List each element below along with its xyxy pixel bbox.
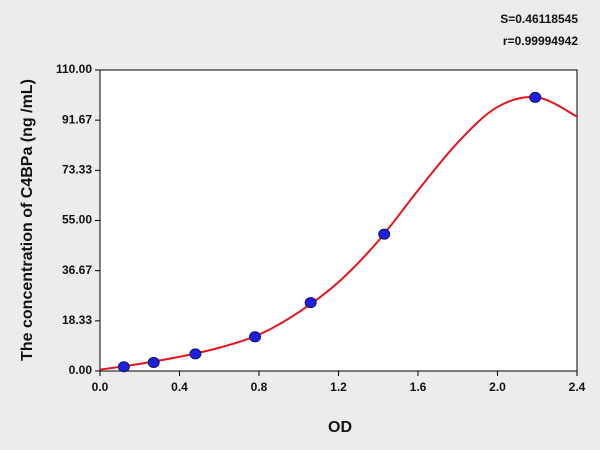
- y-tick-label: 91.67: [62, 112, 92, 126]
- y-tick-label: 73.33: [62, 163, 92, 177]
- x-tick-label: 2.0: [489, 380, 506, 394]
- y-tick-label: 18.33: [62, 313, 92, 327]
- data-point: [249, 331, 262, 343]
- x-tick-label: 0.8: [251, 380, 268, 394]
- data-point: [529, 91, 542, 103]
- x-tick-label: 1.2: [330, 380, 347, 394]
- data-point: [304, 297, 317, 309]
- y-axis-title: The concentration of C4BPa (ng /mL): [19, 79, 36, 361]
- x-tick-label: 1.6: [410, 380, 427, 394]
- y-tick-label: 0.00: [69, 363, 93, 377]
- data-point: [117, 361, 130, 373]
- y-tick-label: 55.00: [62, 213, 92, 227]
- x-axis-title: OD: [328, 419, 352, 436]
- x-tick-label: 0.4: [171, 380, 188, 394]
- plot-area: [99, 69, 578, 372]
- annotation: r=0.99994942: [503, 34, 578, 48]
- annotation: S=0.46118545: [500, 12, 578, 26]
- data-point: [189, 348, 202, 360]
- fit-curve: [100, 96, 577, 371]
- y-tick-label: 110.00: [56, 62, 92, 76]
- x-tick-label: 0.0: [92, 380, 109, 394]
- x-tick-label: 2.4: [569, 380, 586, 394]
- data-point: [378, 228, 391, 240]
- y-tick-label: 36.67: [62, 263, 92, 277]
- data-point: [147, 356, 160, 368]
